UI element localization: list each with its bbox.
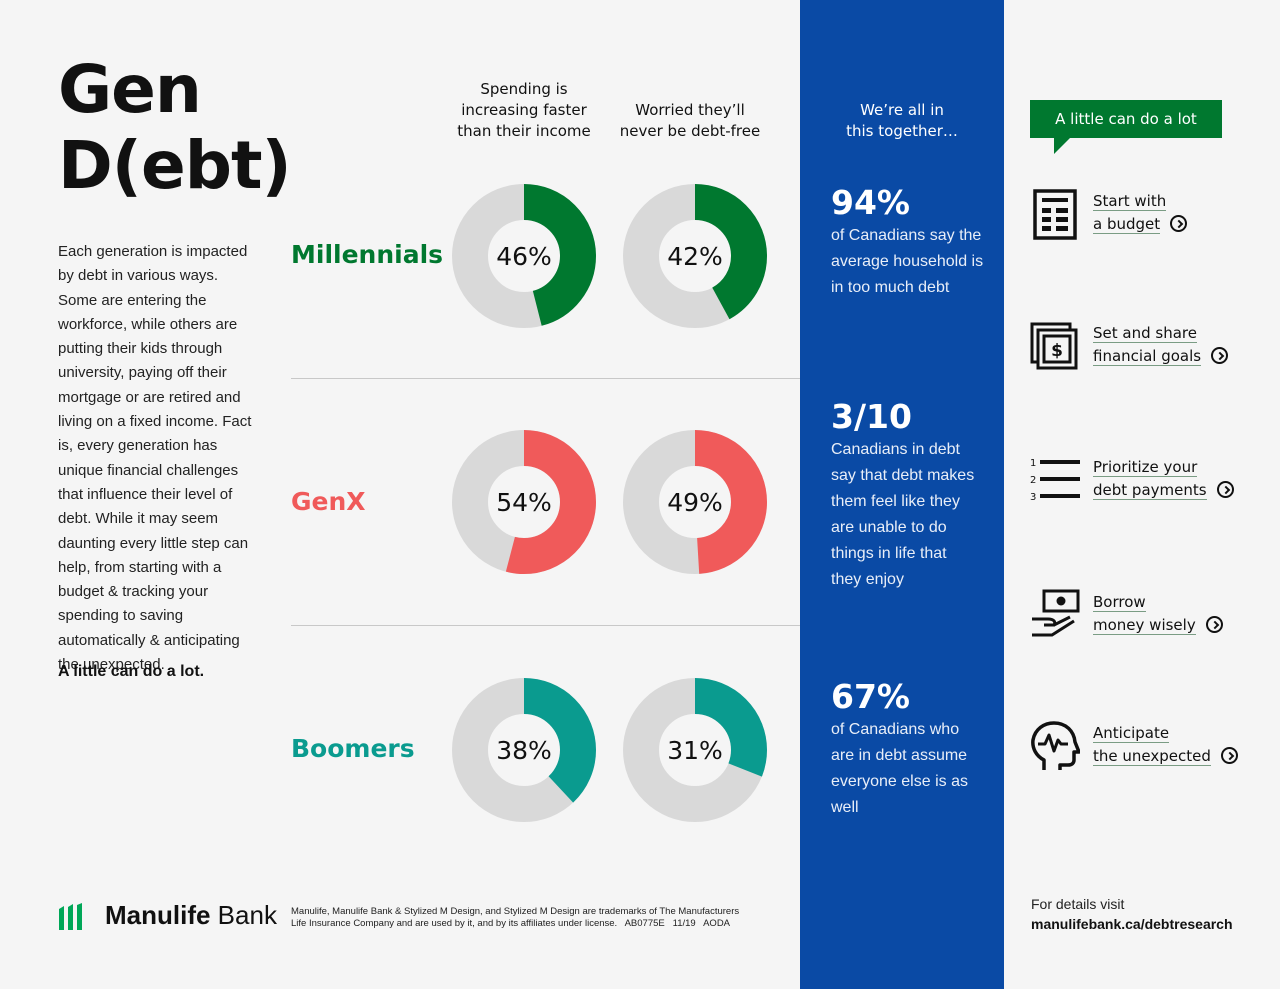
stats-panel-header-line: this together… [846,122,958,140]
column-header-worried-line: never be debt-free [619,122,761,140]
money-goals-icon: $ [1030,322,1078,370]
donut-segment [452,184,596,328]
action-label-line: Prioritize your [1093,458,1198,477]
action-label-line: a budget [1093,215,1161,234]
row-divider [291,378,800,379]
stat-description: Canadians in debt say that debt makes th… [831,441,975,588]
donut-boomers-1: 38% [451,677,597,823]
stats-panel-header-line: We’re all in [860,101,944,119]
donut-boomers-2: 31% [622,677,768,823]
svg-text:3: 3 [1030,492,1036,503]
action-label-line: Set and share [1093,324,1197,343]
column-header-spending-line: increasing faster [461,101,587,119]
page-title: Gen D(ebt) [58,51,292,204]
action-label[interactable]: Borrow money wisely [1093,591,1223,637]
row-divider [291,625,800,626]
actions-badge-tail [1054,138,1070,154]
action-start-budget[interactable]: Start with a budget [1030,188,1260,248]
action-set-goals[interactable]: $ Set and share financial goals [1030,320,1260,380]
donut-segment [623,430,767,574]
donut-genx-2: 49% [622,429,768,575]
details-label: For details visit [1031,896,1125,912]
column-header-spending: Spending is increasing faster than their… [439,79,609,142]
manulife-logo-icon [59,903,82,930]
column-header-worried: Worried they’ll never be debt-free [605,100,775,142]
donut-millennials-2: 42% [622,183,768,329]
action-label[interactable]: Prioritize your debt payments [1093,456,1234,502]
numbered-list-icon: 1 2 3 [1030,458,1080,503]
title-line-2: D(ebt) [58,127,292,204]
action-label-line: money wisely [1093,616,1196,635]
donut-svg [452,184,596,328]
svg-text:1: 1 [1030,458,1036,469]
column-header-spending-line: Spending is [480,80,568,98]
generation-label-genx: GenX [291,487,366,516]
donut-segment [623,678,767,822]
hand-money-icon [1032,589,1080,637]
action-label[interactable]: Set and share financial goals [1093,322,1229,368]
action-label[interactable]: Anticipate the unexpected [1093,722,1238,768]
stat-value: 3/10 [831,397,912,436]
arrow-right-circle-icon[interactable] [1170,215,1188,232]
stats-panel: We’re all in this together… 94% of Canad… [800,0,1004,989]
donut-segment [623,184,767,328]
arrow-right-circle-icon[interactable] [1211,347,1229,364]
legal-notice-line: Manulife, Manulife Bank & Stylized M Des… [291,906,740,917]
donut-svg [623,184,767,328]
action-label-line: financial goals [1093,347,1202,366]
donut-segment [452,430,596,574]
actions-badge: A little can do a lot [1030,100,1222,138]
column-header-spending-line: than their income [457,122,591,140]
svg-text:2: 2 [1030,475,1036,486]
intro-paragraph: Each generation is impacted by debt in v… [58,243,252,674]
donut-value-label: 31% [667,735,723,765]
action-label-line: Anticipate [1093,724,1170,743]
svg-text:$: $ [1051,341,1063,361]
action-label-line: Borrow [1093,593,1146,612]
donut-svg [623,430,767,574]
donut-value-label: 49% [667,487,723,517]
legal-notice-line: Life Insurance Company and are used by i… [291,918,731,929]
donut-value-label: 38% [496,735,552,765]
head-heartbeat-icon [1031,721,1080,770]
donut-value-label: 42% [667,241,723,271]
generation-label-boomers: Boomers [291,734,415,763]
action-borrow-wisely[interactable]: Borrow money wisely [1030,589,1260,649]
donut-svg [452,430,596,574]
stat-value: 94% [831,183,910,222]
donut-segment [452,678,596,822]
brand-wordmark-bold: Manulife [105,900,211,930]
budget-document-icon [1033,189,1077,240]
stat-value: 67% [831,677,910,716]
title-line-1: Gen [58,51,202,128]
donut-millennials-1: 46% [451,183,597,329]
generation-label-millennials: Millennials [291,240,444,269]
action-prioritize-payments[interactable]: 1 2 3 Prioritize your debt payments [1030,454,1260,514]
tagline: A little can do a lot. [58,663,205,680]
legal-notice: Manulife, Manulife Bank & Stylized M Des… [291,906,771,930]
action-label-line: debt payments [1093,481,1207,500]
details-note: For details visit manulifebank.ca/debtre… [1031,894,1233,934]
arrow-right-circle-icon[interactable] [1216,481,1234,498]
action-label[interactable]: Start with a budget [1093,190,1188,236]
donut-svg [452,678,596,822]
action-label-line: the unexpected [1093,747,1211,766]
donut-svg [623,678,767,822]
arrow-right-circle-icon[interactable] [1205,616,1223,633]
brand-wordmark-light: Bank [210,900,277,930]
action-label-line: Start with [1093,192,1167,211]
action-anticipate-unexpected[interactable]: Anticipate the unexpected [1030,720,1260,780]
stats-panel-header: We’re all in this together… [800,100,1004,142]
donut-genx-1: 54% [451,429,597,575]
brand-wordmark: Manulife Bank [105,900,277,931]
donut-value-label: 46% [496,241,552,271]
donut-value-label: 54% [496,487,552,517]
arrow-right-circle-icon[interactable] [1220,747,1238,764]
column-header-worried-line: Worried they’ll [635,101,745,119]
details-link[interactable]: manulifebank.ca/debtresearch [1031,916,1233,932]
stat-description: of Canadians who are in debt assume ever… [831,721,968,816]
stat-description: of Canadians say the average household i… [831,227,984,296]
